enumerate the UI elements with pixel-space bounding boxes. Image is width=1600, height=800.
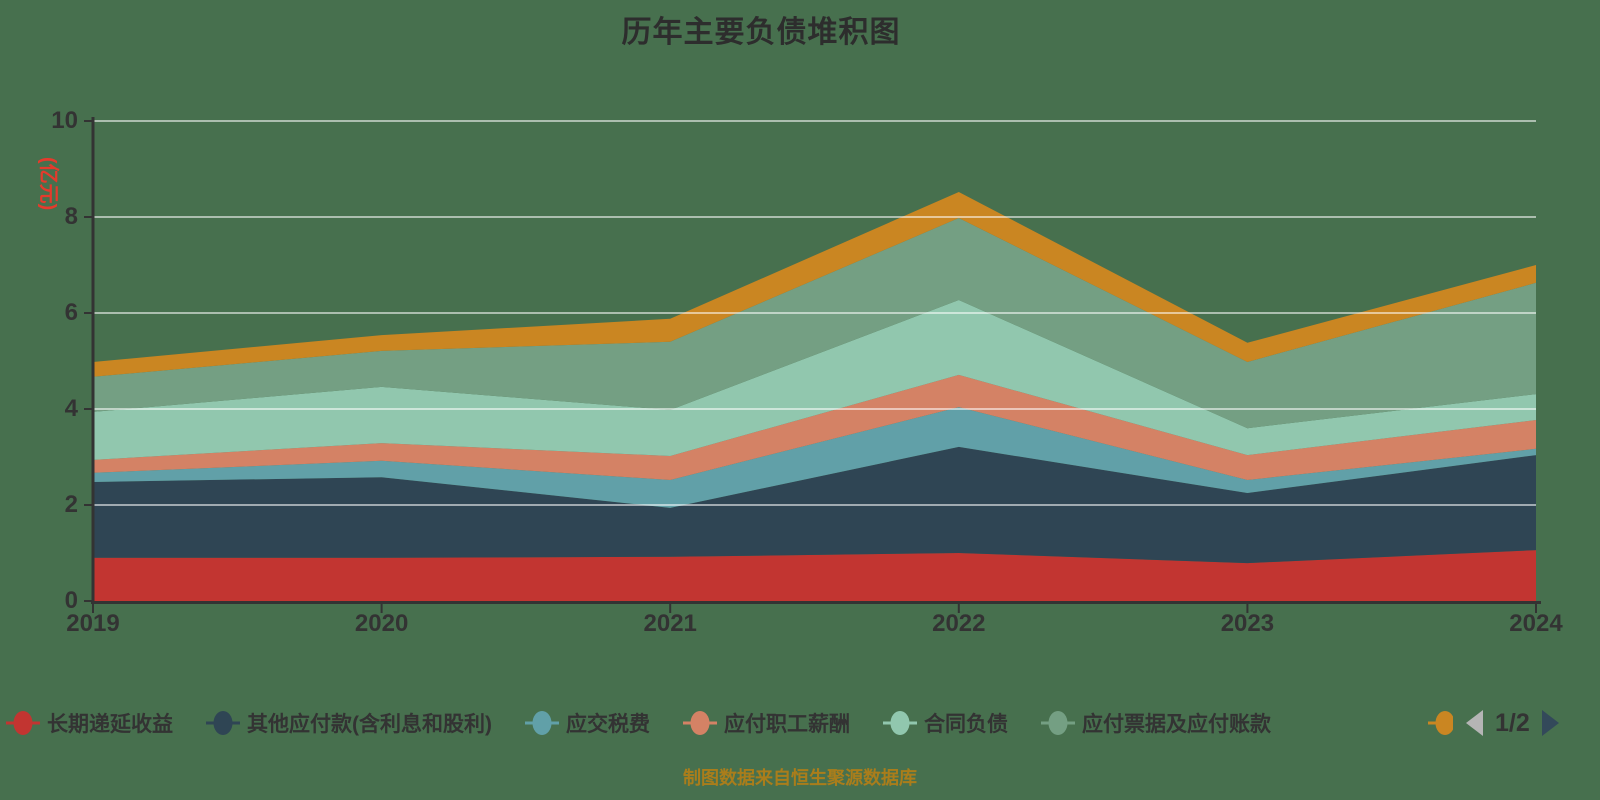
legend-item-label: 应付票据及应付账款	[1082, 713, 1271, 736]
legend-item-合同负债[interactable]: 合同负债	[883, 708, 1008, 738]
x-tick-label-2019: 2019	[66, 610, 120, 637]
legend-item-其他应付款(含利息和股利)[interactable]: 其他应付款(含利息和股利)	[206, 708, 492, 738]
chart-title: 历年主要负债堆积图	[621, 16, 901, 49]
legend-item-应交税费[interactable]: 应交税费	[525, 708, 650, 738]
legend-item-label: 应交税费	[566, 713, 650, 736]
legend-line-circle-icon	[883, 711, 917, 735]
plot-area	[84, 117, 1541, 613]
x-tick-label-2020: 2020	[354, 610, 409, 637]
legend-line-circle-icon	[206, 711, 240, 735]
x-tick-label-2021: 2021	[643, 610, 697, 637]
legend-item-应付职工薪酬[interactable]: 应付职工薪酬	[683, 708, 850, 738]
legend-line-circle-icon	[1041, 711, 1075, 735]
x-tick-label-2024: 2024	[1509, 610, 1563, 637]
area-series-应交税费[interactable]	[93, 407, 1536, 508]
legend-page-indicator: 1/2	[1495, 708, 1530, 737]
y-tick-label-0: 0	[64, 587, 78, 614]
legend-item-label: 合同负债	[924, 713, 1008, 736]
legend-next-page-icon[interactable]	[1541, 710, 1559, 736]
legend: 长期递延收益 其他应付款(含利息和股利) 应交税费 应付职工薪酬 合同负债 应付票据及应付…	[6, 700, 1271, 746]
y-tick-label-10: 10	[51, 107, 78, 134]
x-tick-label-2022: 2022	[932, 610, 986, 637]
legend-item-长期递延收益[interactable]: 长期递延收益	[6, 708, 173, 738]
area-series-应付票据及应付账款[interactable]	[93, 218, 1536, 429]
legend-item-label: 其他应付款(含利息和股利)	[247, 713, 492, 736]
y-tick-label-8: 8	[64, 203, 78, 230]
y-tick-label-2: 2	[64, 491, 78, 518]
legend-line-circle-icon	[6, 711, 40, 735]
x-tick-label-2023: 2023	[1220, 610, 1275, 637]
data-source-caption: 制图数据来自恒生聚源数据库	[683, 768, 917, 788]
area-series-应付职工薪酬[interactable]	[93, 374, 1536, 480]
y-tick-label-4: 4	[64, 395, 78, 422]
legend-item-label: 长期递延收益	[47, 713, 173, 736]
area-series-unnamed-7[interactable]	[93, 192, 1536, 377]
legend-pagination: 1/2	[1466, 700, 1559, 746]
legend-item-应付票据及应付账款[interactable]: 应付票据及应付账款	[1041, 708, 1271, 738]
area-series-合同负债[interactable]	[93, 300, 1536, 460]
legend-item-overflow[interactable]	[1428, 700, 1453, 746]
legend-item-label: 应付职工薪酬	[724, 713, 850, 736]
area-series-长期递延收益[interactable]	[93, 550, 1536, 601]
legend-line-circle-icon	[525, 711, 559, 735]
legend-line-circle-icon	[1428, 711, 1453, 735]
legend-prev-page-icon[interactable]	[1466, 710, 1483, 736]
y-tick-label-6: 6	[64, 299, 78, 326]
y-axis-unit-label: (亿元)	[37, 157, 59, 211]
legend-line-circle-icon	[683, 711, 717, 735]
